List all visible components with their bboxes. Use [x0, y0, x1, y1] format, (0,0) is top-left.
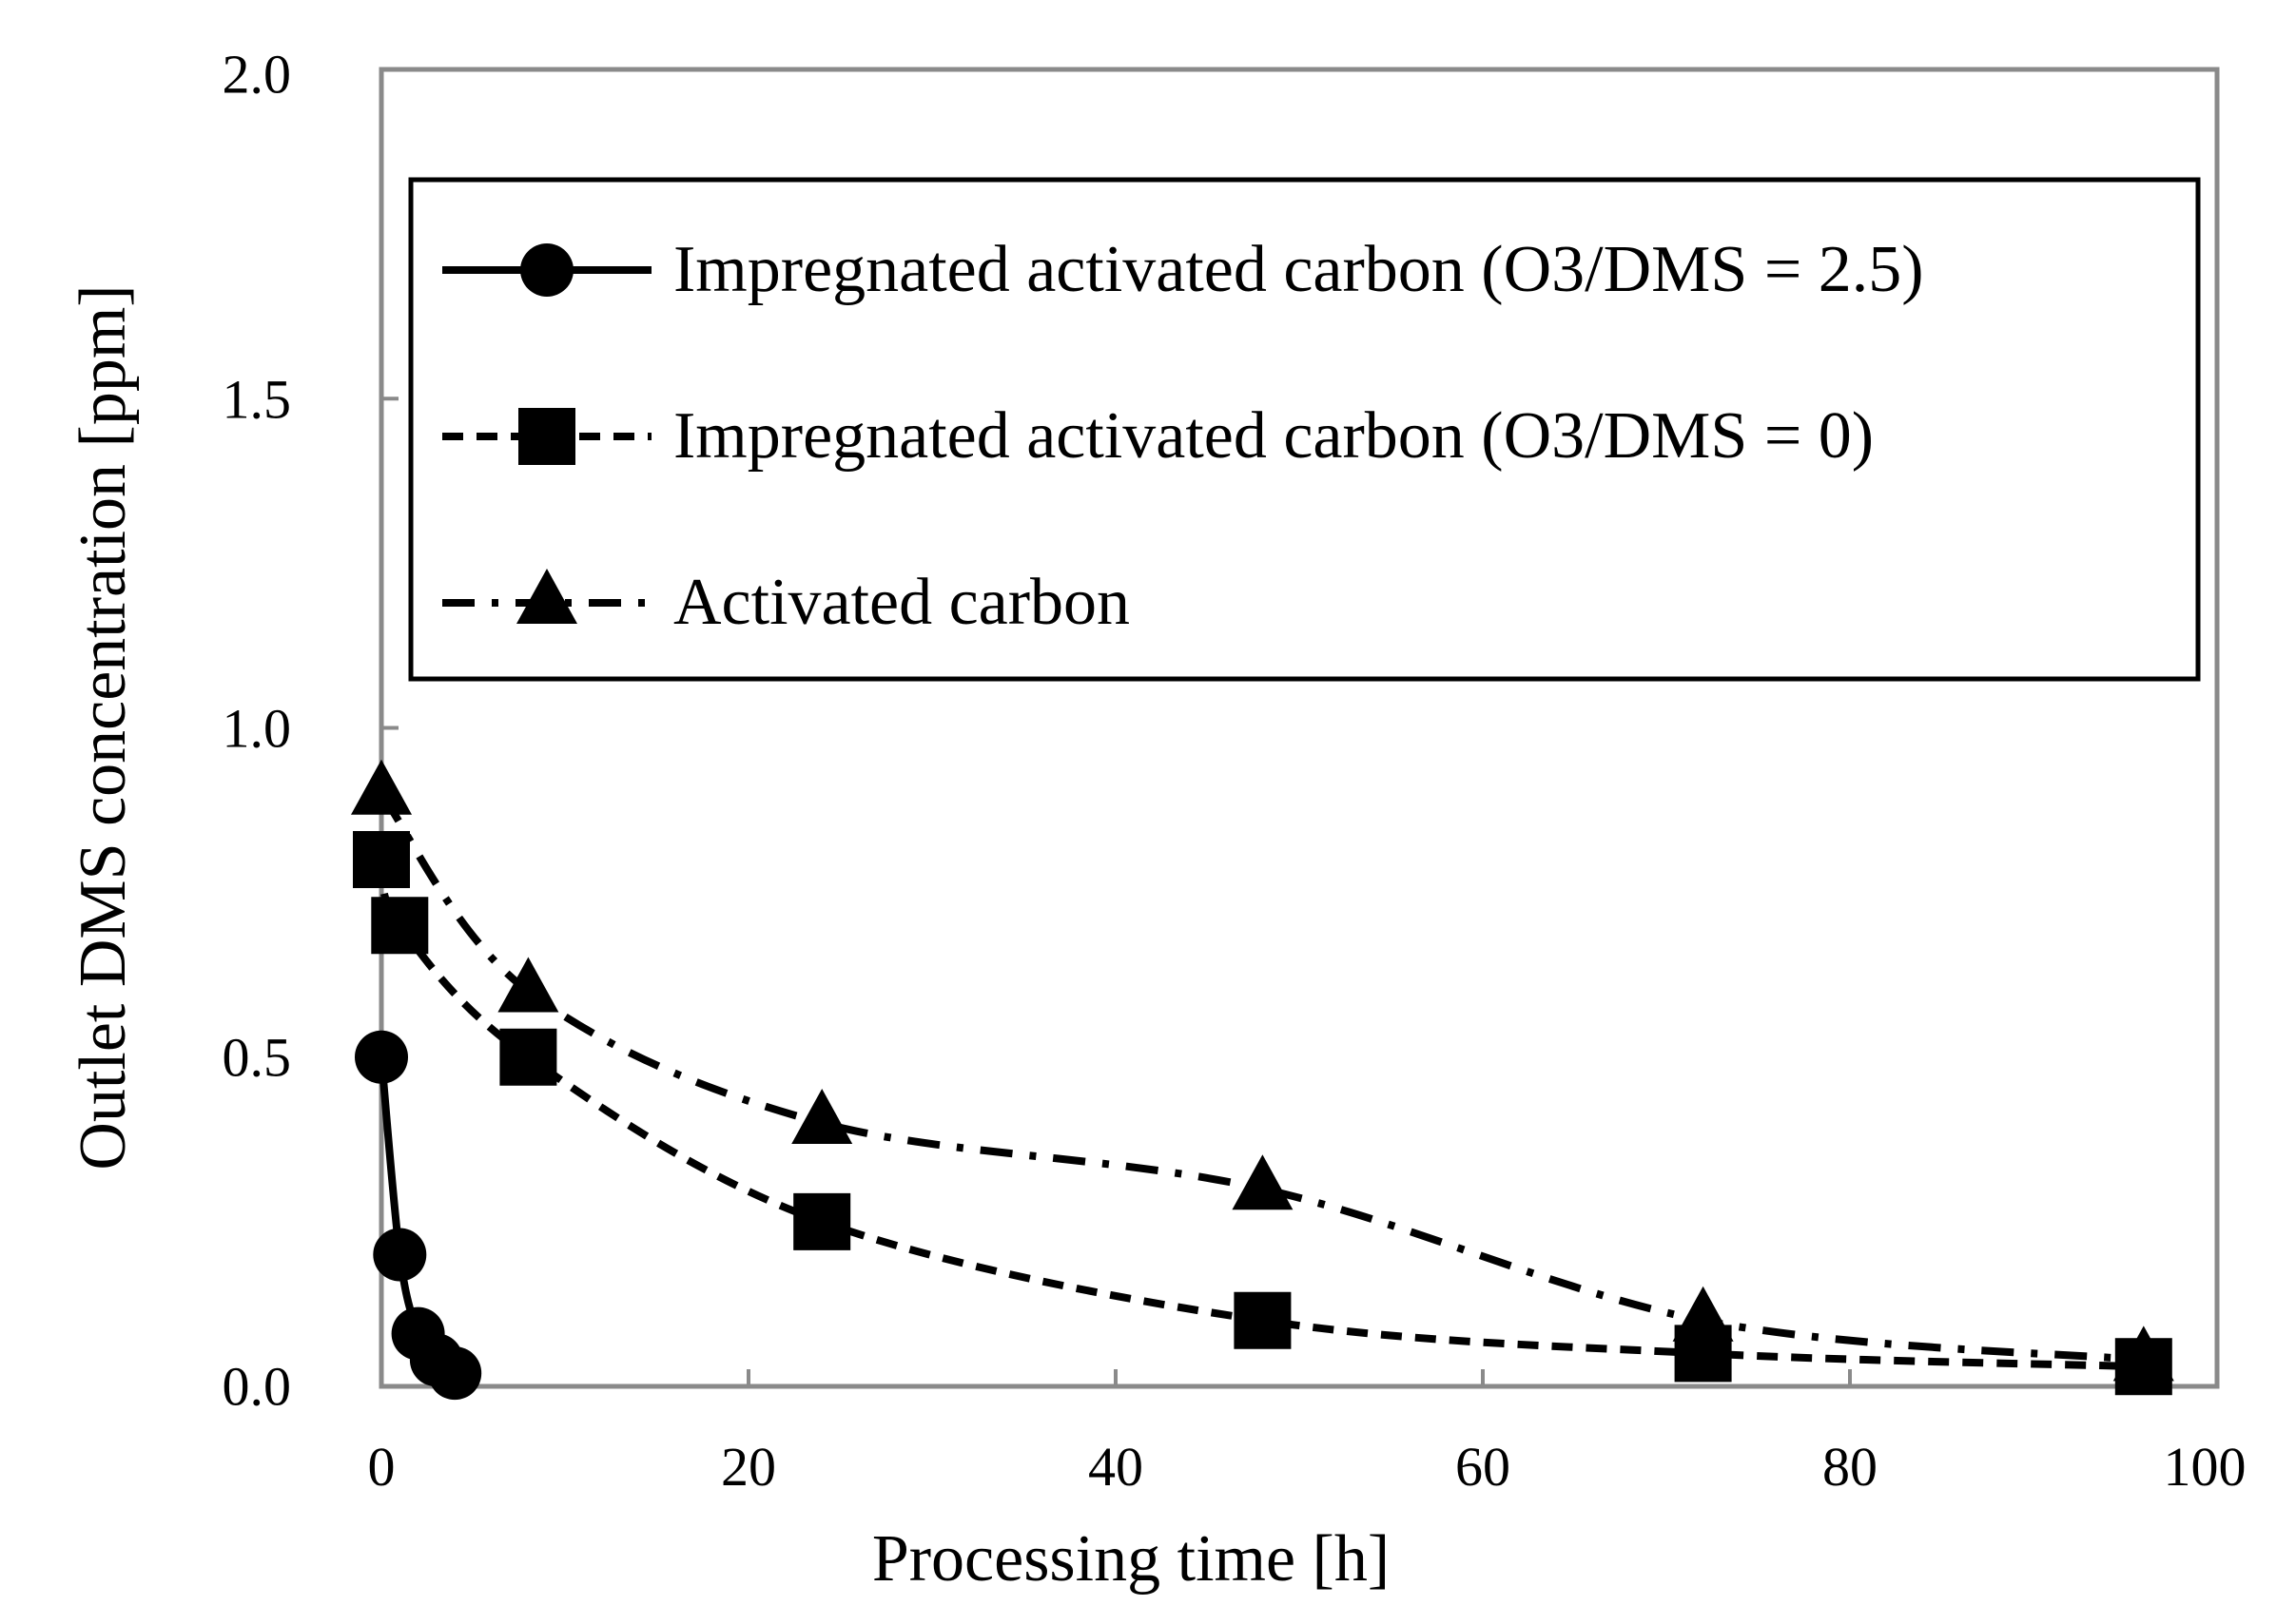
legend: Impregnated activated carbon (O3/DMS = 2…	[408, 177, 2201, 682]
legend-triangle-marker	[516, 569, 577, 625]
x-tick-label: 0	[368, 1436, 396, 1498]
series-3	[351, 759, 2174, 1382]
x-tick-label: 60	[1455, 1436, 1510, 1498]
series-3-point-triangle-marker	[791, 1089, 853, 1145]
series-1-point-circle-marker	[428, 1346, 482, 1401]
series-2-point-square-marker	[499, 1028, 557, 1086]
x-axis-title: Processing time [h]	[872, 1522, 1390, 1596]
y-tick-label: 0.0	[223, 1356, 292, 1418]
series-layer	[351, 759, 2174, 1401]
x-tick-label: 80	[1822, 1436, 1878, 1498]
legend-label-series-2: Impregnated activated carbon (O3/DMS = 0…	[673, 399, 1874, 473]
series-3-point-triangle-marker	[351, 759, 412, 815]
y-axis-title: Outlet DMS concentration [ppm]	[67, 284, 140, 1170]
series-3-point-triangle-marker	[2112, 1325, 2174, 1382]
legend-samples	[442, 243, 652, 625]
series-2-point-square-marker	[793, 1192, 851, 1250]
x-tick-label: 20	[721, 1436, 776, 1498]
legend-square-marker	[518, 408, 575, 465]
series-2-point-square-marker	[353, 831, 410, 888]
series-1	[355, 1030, 482, 1401]
y-tick-label: 2.0	[223, 44, 292, 106]
y-tick-label: 1.5	[223, 369, 292, 431]
series-2-line	[378, 858, 2144, 1371]
x-tick-label: 100	[2164, 1436, 2247, 1498]
series-1-point-circle-marker	[355, 1030, 408, 1084]
series-2-point-square-marker	[1234, 1291, 1292, 1349]
series-1-point-circle-marker	[373, 1228, 427, 1282]
legend-label-series-1: Impregnated activated carbon (O3/DMS = 2…	[673, 233, 1924, 306]
series-3-point-triangle-marker	[1672, 1286, 1734, 1342]
legend-label-series-3: Activated carbon	[673, 566, 1130, 639]
legend-circle-marker	[520, 243, 574, 297]
legend-box	[408, 177, 2201, 682]
x-tick-label: 40	[1088, 1436, 1143, 1498]
series-2-point-square-marker	[371, 897, 429, 955]
y-tick-label: 0.5	[223, 1027, 292, 1089]
series-3-point-triangle-marker	[497, 957, 559, 1013]
series-3-point-triangle-marker	[1232, 1154, 1294, 1210]
y-tick-label: 1.0	[223, 698, 292, 760]
